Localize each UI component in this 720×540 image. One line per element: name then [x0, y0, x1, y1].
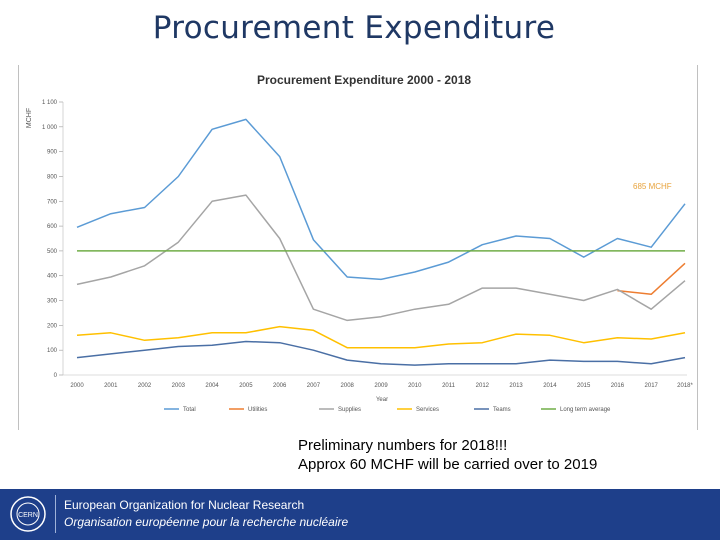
- series-line-total: [76, 118, 686, 281]
- y-tick-label: 1 100: [42, 100, 58, 106]
- x-tick-label: 2004: [205, 383, 219, 389]
- annotation-685-mchf: 685 MCHF: [633, 182, 672, 191]
- cern-logo-icon: CERN: [10, 496, 46, 532]
- x-tick-label: 2010: [408, 383, 422, 389]
- y-tick-label: 400: [47, 274, 58, 280]
- x-tick-label: 2006: [273, 383, 287, 389]
- legend-label-utilities: Utilities: [248, 407, 267, 413]
- x-axis-label: Year: [376, 397, 388, 403]
- y-tick-label: 200: [47, 323, 58, 329]
- y-tick-label: 0: [54, 373, 58, 379]
- footer-bar: CERN European Organization for Nuclear R…: [0, 489, 720, 540]
- x-tick-label: 2001: [104, 383, 118, 389]
- y-tick-label: 900: [47, 150, 58, 156]
- y-tick-label: 700: [47, 199, 58, 205]
- logo-text: CERN: [18, 512, 38, 519]
- line-chart: Procurement Expenditure 2000 - 2018 MCHF…: [26, 73, 694, 413]
- slide-title: Procurement Expenditure: [152, 10, 556, 46]
- y-tick-label: 600: [47, 224, 58, 230]
- y-tick-label: 800: [47, 174, 58, 180]
- x-tick-label: 2009: [374, 383, 388, 389]
- org-name-french: Organisation européenne pour la recherch…: [64, 515, 349, 529]
- x-tick-label: 2011: [442, 383, 456, 389]
- x-tick-label: 2000: [70, 383, 84, 389]
- x-tick-label: 2017: [645, 383, 659, 389]
- y-tick-label: 500: [47, 249, 58, 255]
- x-tick-label: 2013: [509, 383, 523, 389]
- y-tick-label: 300: [47, 299, 58, 305]
- x-tick-label: 2012: [476, 383, 490, 389]
- x-tick-label: 2018*: [677, 383, 693, 389]
- legend-label-total: Total: [183, 407, 196, 413]
- slide-notes: Preliminary numbers for 2018!!! Approx 6…: [298, 436, 597, 474]
- y-tick-label: 100: [47, 348, 58, 354]
- legend-label-services: Services: [416, 407, 439, 413]
- x-tick-label: 2003: [172, 383, 186, 389]
- x-tick-label: 2007: [307, 383, 321, 389]
- series-line-teams: [76, 340, 686, 366]
- x-tick-label: 2002: [138, 383, 152, 389]
- x-tick-label: 2016: [611, 383, 625, 389]
- legend-label-teams: Teams: [493, 407, 511, 413]
- x-tick-label: 2005: [239, 383, 253, 389]
- series-line-services: [76, 325, 686, 349]
- legend-label-supplies: Supplies: [338, 407, 361, 413]
- x-tick-label: 2015: [577, 383, 591, 389]
- chart-title: Procurement Expenditure 2000 - 2018: [257, 73, 471, 87]
- series-line-supplies: [76, 194, 686, 322]
- y-tick-label: 1 000: [42, 125, 58, 131]
- legend-label-long-term-average: Long term average: [560, 407, 611, 413]
- x-tick-label: 2014: [543, 383, 557, 389]
- org-name-english: European Organization for Nuclear Resear…: [64, 498, 305, 512]
- series-line-utilities: [617, 262, 686, 296]
- chart-frame: Procurement Expenditure 2000 - 2018 MCHF…: [18, 65, 698, 430]
- x-tick-label: 2008: [341, 383, 355, 389]
- note-preliminary: Preliminary numbers for 2018!!!: [298, 437, 508, 454]
- footer-divider: [55, 495, 56, 533]
- y-axis-label: MCHF: [26, 108, 33, 128]
- note-carry-over: Approx 60 MCHF will be carried over to 2…: [298, 456, 598, 473]
